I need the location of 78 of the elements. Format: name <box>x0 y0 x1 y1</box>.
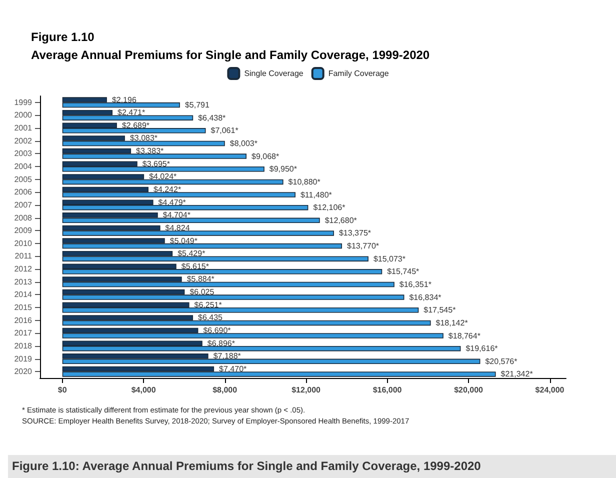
data-label: $4,479* <box>158 198 186 207</box>
y-tick-label: 2005 <box>14 174 33 184</box>
data-label: $4,242* <box>153 185 182 194</box>
data-label: $2,689* <box>122 120 150 130</box>
data-label: $4,824 <box>165 223 190 232</box>
data-label: $6,435 <box>198 313 224 322</box>
y-tick-label: 2010 <box>14 238 33 248</box>
data-label: $8,003* <box>230 138 258 148</box>
chart-subtitle: Average Annual Premiums for Single and Family Coverage, 1999-2020 <box>31 48 430 62</box>
data-label: $12,680* <box>324 216 357 225</box>
data-label: $7,188* <box>213 352 241 361</box>
data-label: $3,083* <box>130 134 158 143</box>
x-tick-label: $24,000 <box>535 386 565 394</box>
y-tick-label: 2009 <box>14 226 33 236</box>
data-label: $2,196 <box>112 95 137 104</box>
data-label: $5,791 <box>184 100 210 110</box>
legend-label: Family Coverage <box>328 69 390 78</box>
data-label: $15,745* <box>387 267 420 276</box>
y-tick-label: 2011 <box>14 252 33 261</box>
data-label: $12,106* <box>313 203 346 212</box>
data-label: $2,471* <box>118 108 146 118</box>
data-label: $5,615* <box>181 262 209 271</box>
data-label: $6,438* <box>198 113 226 122</box>
x-tick-label: $12,000 <box>292 386 322 394</box>
data-label: $4,704* <box>162 210 190 220</box>
data-label: $20,576* <box>485 356 518 366</box>
y-tick-label: 2012 <box>14 264 33 274</box>
data-label: $6,251* <box>194 300 222 310</box>
y-tick-label: 1999 <box>14 98 33 107</box>
data-label: $19,616* <box>466 344 498 354</box>
data-label: $17,545* <box>424 306 456 315</box>
y-tick-label: 2018 <box>14 341 33 350</box>
y-tick-label: 2013 <box>14 277 33 286</box>
data-label: $11,480* <box>300 190 332 200</box>
y-tick-label: 2008 <box>14 213 33 222</box>
data-label: $7,061* <box>210 126 238 136</box>
x-tick-label: $4,000 <box>131 386 156 394</box>
data-label: $7,470* <box>219 364 247 374</box>
y-tick-label: 2019 <box>14 354 33 364</box>
data-label: $4,024* <box>149 172 177 182</box>
x-tick-label: $0 <box>58 386 68 394</box>
data-label: $9,950* <box>269 164 298 174</box>
data-label: $13,770* <box>346 242 380 251</box>
data-label: $6,025 <box>190 288 215 297</box>
y-tick-label: 2002 <box>14 136 33 146</box>
y-tick-label: 2006 <box>14 188 33 197</box>
y-tick-label: 2000 <box>14 110 33 120</box>
data-label: $21,342* <box>500 370 533 379</box>
data-label: $6,690* <box>203 326 231 336</box>
data-label: $3,383* <box>136 146 164 156</box>
legend-label: Single Coverage <box>244 69 304 78</box>
data-label: $5,884* <box>186 274 214 284</box>
x-tick-label: $16,000 <box>372 386 402 394</box>
data-label: $5,049* <box>170 236 198 246</box>
data-label: $5,429* <box>178 249 206 258</box>
data-label: $18,142* <box>436 318 468 328</box>
caption: Figure 1.10: Average Annual Premiums for Single and Family Coverage, 1999-2020 <box>12 459 482 473</box>
y-tick-label: 2016 <box>14 316 33 325</box>
y-tick-label: 2015 <box>14 303 33 312</box>
data-label: $18,764* <box>448 331 480 340</box>
y-tick-label: 2020 <box>14 367 33 376</box>
y-tick-label: 2004 <box>14 162 33 171</box>
y-tick-label: 2003 <box>14 149 33 158</box>
data-label: $15,073* <box>373 254 406 264</box>
chart-title: Figure 1.10 <box>31 30 95 44</box>
data-label: $13,375* <box>338 228 371 238</box>
data-label: $10,880* <box>288 177 320 186</box>
data-label: $9,068* <box>252 152 280 161</box>
data-label: $3,695* <box>142 159 170 168</box>
x-tick-label: $20,000 <box>454 386 484 394</box>
y-tick-label: 2001 <box>14 124 33 133</box>
y-tick-label: 2014 <box>14 290 33 300</box>
y-tick-label: 2007 <box>14 200 33 210</box>
data-label: $16,834* <box>409 292 442 302</box>
data-label: $6,896* <box>207 338 235 348</box>
data-label: $16,351* <box>399 280 432 289</box>
x-tick-label: $8,000 <box>212 386 238 394</box>
y-tick-label: 2017 <box>14 328 33 338</box>
